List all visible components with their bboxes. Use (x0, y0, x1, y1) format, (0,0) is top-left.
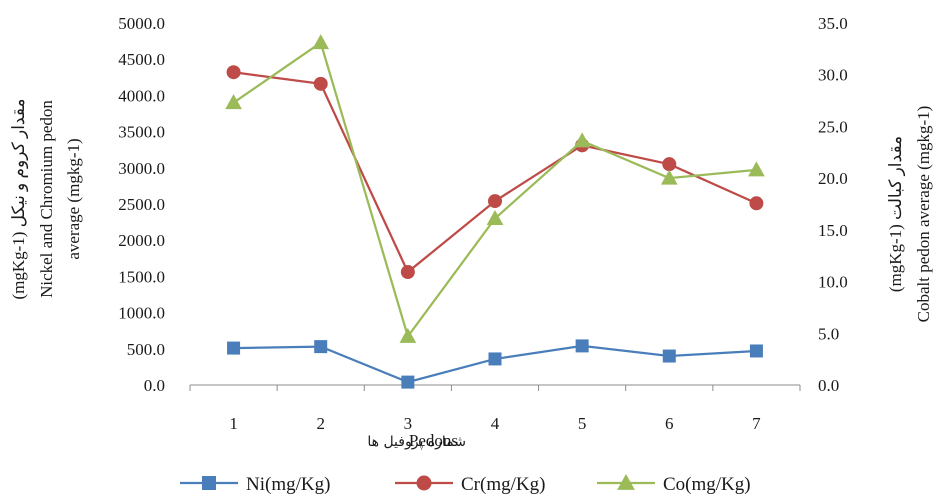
right-axis-title: (mgKg-1) مقدار کبالت Cobalt pedon average… (886, 106, 933, 323)
left-tick-label: 2000.0 (118, 231, 165, 250)
data-point (486, 209, 504, 225)
legend: Ni(mg/Kg) Cr(mg/Kg) Co(mg/Kg) (180, 473, 751, 495)
data-point (227, 341, 241, 355)
data-point (399, 327, 417, 343)
left-axis-ticks: 0.0 500.0 1000.0 1500.0 2000.0 2500.0 3000.0 35… (118, 14, 165, 395)
series-co (225, 34, 765, 343)
data-point (749, 196, 764, 211)
x-tick-label: 7 (752, 414, 761, 433)
data-point (488, 194, 502, 209)
legend-label: Ni(mg/Kg) (246, 474, 330, 495)
x-tick-label: 3 (404, 414, 413, 433)
data-point (575, 339, 589, 353)
left-tick-label: 500.0 (127, 340, 165, 359)
legend-marker (416, 475, 432, 491)
legend-label: Cr(mg/Kg) (461, 474, 545, 495)
right-tick-label: 10.0 (818, 273, 848, 292)
data-point (749, 344, 763, 358)
x-tick-label: 4 (491, 414, 500, 433)
legend-label: Co(mg/Kg) (663, 474, 751, 495)
legend-item: Co(mg/Kg) (597, 473, 751, 495)
x-axis-title: Pedons (409, 431, 458, 450)
right-tick-label: 20.0 (818, 169, 848, 188)
right-tick-label: 35.0 (818, 14, 848, 33)
legend-item: Ni(mg/Kg) (180, 474, 330, 495)
series-line (233, 71, 757, 274)
series-line (232, 40, 757, 339)
x-tick-label: 2 (316, 414, 325, 433)
left-tick-label: 1500.0 (118, 267, 165, 286)
x-tick-label: 5 (578, 414, 587, 433)
left-tick-label: 4500.0 (118, 50, 165, 69)
legend-marker (617, 473, 635, 490)
right-tick-label: 25.0 (818, 117, 848, 136)
series-layer (225, 34, 765, 389)
x-axis-ticks: 1 2 3 4 5 6 7 (189, 385, 801, 433)
x-tick-label: 6 (665, 414, 674, 433)
right-tick-label: 0.0 (818, 376, 839, 395)
left-tick-label: 4000.0 (118, 86, 165, 105)
right-axis-title-line: (mgKg-1) مقدار کبالت (886, 136, 906, 292)
data-point (748, 161, 765, 177)
data-point (573, 132, 591, 148)
legend-item: Cr(mg/Kg) (395, 474, 545, 495)
right-tick-label: 15.0 (818, 221, 848, 240)
left-tick-label: 1000.0 (118, 304, 165, 323)
series-ni (227, 339, 763, 389)
legend-marker (202, 476, 216, 490)
data-point (662, 157, 677, 172)
left-axis-title-line: (mgKg-1) مقدار کروم و نیکل (9, 98, 29, 299)
x-axis-title-persian: شماره پروفیل ها (367, 434, 466, 450)
data-point (401, 375, 415, 389)
left-axis-title-line: Nickel and Chromium pedon (37, 100, 56, 298)
x-tick-label: 1 (229, 414, 238, 433)
right-axis-ticks: 0.0 5.0 10.0 15.0 20.0 25.0 30.0 35.0 (818, 14, 848, 395)
right-tick-label: 30.0 (818, 66, 848, 85)
left-tick-label: 5000.0 (118, 14, 165, 33)
data-point (313, 76, 328, 91)
data-point (400, 265, 415, 280)
data-point (312, 34, 330, 50)
left-tick-label: 0.0 (144, 376, 165, 395)
left-axis-title-line: average (mgkg-1) (64, 138, 83, 259)
left-tick-label: 3500.0 (118, 123, 165, 142)
data-point (662, 349, 676, 363)
data-point (226, 65, 241, 80)
data-point (660, 169, 678, 185)
data-point (314, 340, 328, 354)
series-cr (226, 65, 764, 280)
left-tick-label: 3000.0 (118, 159, 165, 178)
right-axis-title-line: Cobalt pedon average (mgkg-1) (914, 106, 933, 323)
right-tick-label: 5.0 (818, 324, 839, 343)
data-point (488, 352, 502, 366)
left-axis-title: (mgKg-1) مقدار کروم و نیکل Nickel and Chr… (9, 98, 83, 299)
left-tick-label: 2500.0 (118, 195, 165, 214)
data-point (225, 94, 242, 110)
